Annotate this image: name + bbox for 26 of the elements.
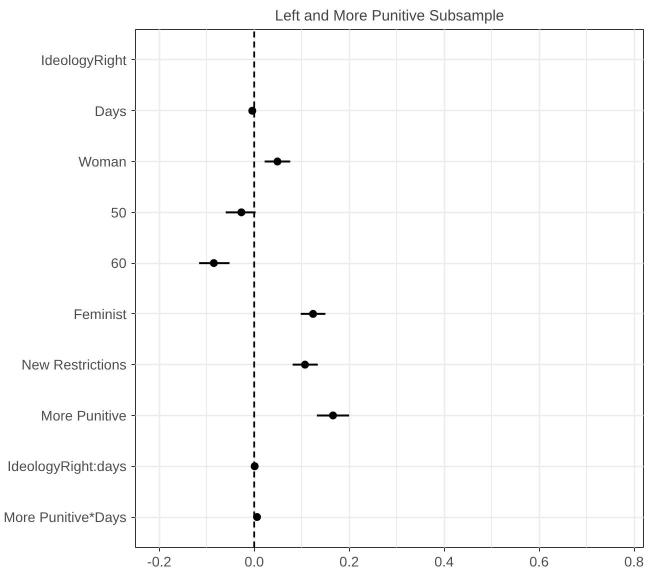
- y-tick-label: More Punitive: [40, 407, 127, 424]
- point: [273, 158, 282, 166]
- x-tick-label: 0.2: [339, 554, 360, 569]
- y-tick-label: Days: [94, 102, 127, 119]
- y-tick-label: IdeologyRight:days: [7, 458, 127, 474]
- point: [248, 106, 256, 115]
- x-tick-label: 0.4: [434, 554, 454, 569]
- chart-title: Left and More Punitive Subsample: [274, 8, 504, 24]
- point: [329, 411, 338, 420]
- point: [300, 360, 309, 369]
- y-tick-label: 60: [110, 255, 127, 272]
- point: [210, 259, 218, 268]
- x-tick-label: 0.0: [244, 554, 264, 569]
- y-tick-label: More Punitive*Days: [4, 509, 126, 526]
- y-tick-label: Woman: [78, 154, 127, 170]
- point: [250, 462, 259, 470]
- y-tick-label: New Restrictions: [21, 356, 127, 373]
- point: [309, 310, 318, 318]
- x-tick-label: 0.8: [624, 554, 644, 569]
- y-tick-label: IdeologyRight: [40, 52, 127, 68]
- x-tick-label: -0.2: [147, 554, 172, 569]
- point: [253, 513, 262, 522]
- y-tick-label: Feminist: [74, 306, 127, 322]
- y-tick-label: 50: [110, 204, 127, 220]
- x-tick-label: 0.6: [529, 554, 549, 569]
- point: [237, 208, 246, 216]
